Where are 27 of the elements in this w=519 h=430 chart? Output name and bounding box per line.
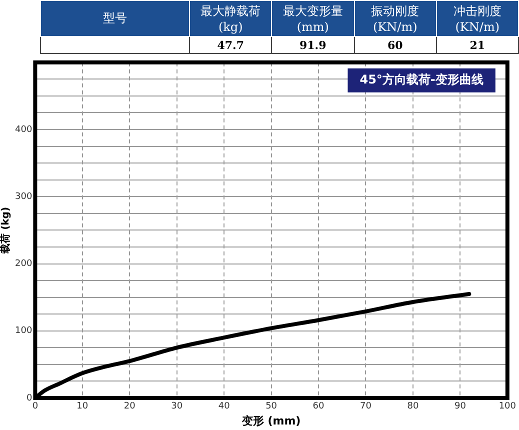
text: 最大静载荷(kg): [190, 0, 272, 37]
y-tick-label: 200: [14, 259, 32, 270]
y-axis-title: 载荷 (kg): [0, 206, 12, 254]
text: 最大变形量(mm): [272, 0, 354, 37]
y-tick-label: 100: [14, 326, 32, 336]
x-tick-label: 50: [266, 402, 278, 412]
y-tick-label: 0: [26, 393, 32, 404]
x-tick-label: 90: [454, 402, 466, 412]
text: 21: [436, 36, 518, 54]
x-tick-label: 20: [124, 402, 136, 412]
x-tick-label: 100: [498, 402, 516, 412]
y-tick-label: 300: [14, 192, 32, 202]
text: 47.7: [190, 36, 272, 54]
x-axis-title: 变形 (mm): [240, 414, 301, 428]
x-tick-label: 10: [76, 402, 88, 412]
x-tick-label: 80: [407, 402, 419, 412]
y-tick-label: 400: [14, 124, 32, 135]
text: 振动刚度(KN/m): [354, 0, 436, 37]
text: 91.9: [272, 36, 354, 54]
x-tick-label: 60: [312, 402, 325, 412]
x-tick-label: 40: [218, 402, 230, 412]
text: 60: [354, 36, 436, 54]
text: 冲击刚度(KN/m): [436, 0, 518, 37]
x-tick-label: 70: [360, 402, 372, 412]
text: 型号: [40, 0, 190, 37]
x-tick-label: 30: [171, 402, 183, 412]
text: 45°方向载荷-变形曲线: [360, 72, 484, 87]
